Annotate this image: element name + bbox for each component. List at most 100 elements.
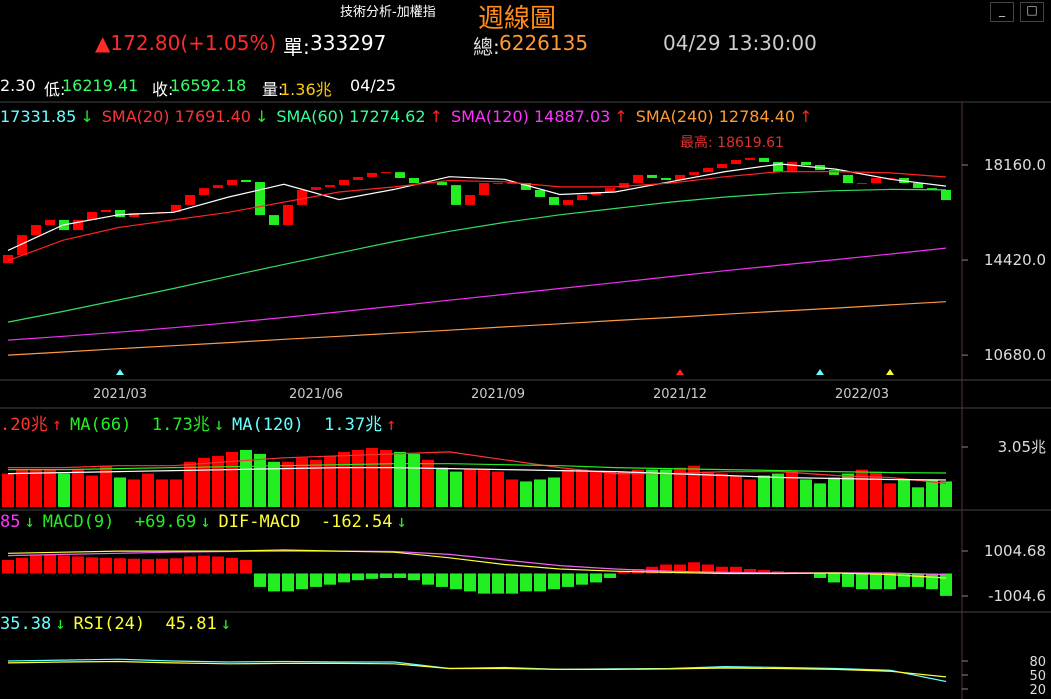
- volume-bar: [912, 487, 924, 507]
- candle: [507, 183, 517, 185]
- volume-bar: [702, 471, 714, 507]
- legend-item: SMA(20) 17691.40 ↓: [102, 107, 269, 126]
- annotation: 最高: 18619.61: [680, 135, 784, 151]
- osc-bar: [506, 573, 518, 594]
- osc-bar: [128, 558, 140, 574]
- osc-bar: [436, 573, 448, 587]
- candle: [535, 189, 545, 198]
- osc-bar: [44, 554, 56, 574]
- volume-bar: [72, 469, 84, 507]
- volume-bar: [100, 465, 112, 507]
- osc-bar: [282, 573, 294, 592]
- candle: [465, 195, 475, 205]
- osc-bar: [590, 573, 602, 583]
- volume-bar: [814, 483, 826, 507]
- volume-bar: [940, 481, 952, 507]
- osc-bar: [618, 571, 630, 574]
- candle: [311, 187, 321, 190]
- y-tick-label: 14420.0: [984, 251, 1046, 269]
- candle: [521, 183, 531, 190]
- signal: [886, 369, 894, 375]
- volume-bar: [212, 455, 224, 507]
- maximize-button[interactable]: □: [1020, 2, 1044, 22]
- volume-bar: [828, 477, 840, 507]
- volume-bar: [632, 469, 644, 507]
- x-tick-label: 2021/09: [471, 387, 525, 402]
- legend-item: MA(66) 1.73兆 ↓: [70, 410, 224, 435]
- volume-bar: [184, 461, 196, 507]
- candle: [563, 200, 573, 205]
- candle: [633, 174, 643, 184]
- date: 04/25: [350, 76, 397, 95]
- legend-item: 85 ↓: [0, 512, 35, 532]
- osc-bar: [716, 566, 728, 574]
- indicator-line: [7, 549, 947, 579]
- osc-bar: [114, 558, 126, 574]
- legend-text: MA(66) 1.73兆: [69, 415, 210, 435]
- legend: .20兆 ↑ MA(66) 1.73兆 ↓ MA(120) 1.37兆 ↑: [0, 410, 396, 435]
- candle: [689, 172, 699, 175]
- volume-bar: [352, 449, 364, 507]
- legend-text: SMA(120) 14887.03: [450, 107, 611, 126]
- candle: [73, 219, 83, 231]
- y-tick-label: 18160.0: [984, 156, 1046, 174]
- volume-value: 1.36兆: [280, 80, 332, 99]
- candle: [927, 188, 937, 190]
- osc-bar: [296, 573, 308, 590]
- candle: [395, 172, 405, 178]
- volume-bar: [128, 479, 140, 507]
- legend-item: DIF-MACD -162.54 ↓: [219, 512, 407, 532]
- candle: [367, 172, 377, 177]
- candle: [479, 183, 489, 196]
- volume-bar: [254, 453, 266, 507]
- osc-bar: [856, 573, 868, 590]
- osc-bar: [198, 555, 210, 574]
- osc-bar: [310, 573, 322, 587]
- volume-bar: [198, 457, 210, 507]
- volume-bar: [408, 453, 420, 507]
- y-tick-label: -1004.6: [988, 587, 1046, 605]
- legend-arrow: ↓: [396, 512, 407, 532]
- osc-bar: [72, 556, 84, 574]
- indicator-line: [7, 660, 947, 678]
- candle: [857, 183, 867, 185]
- candle: [829, 170, 839, 175]
- volume-bar: [450, 471, 462, 507]
- volume-bar: [674, 467, 686, 507]
- volume-bar: [660, 469, 672, 507]
- volume-bar: [142, 473, 154, 507]
- volume-bar: [898, 479, 910, 507]
- candle: [549, 197, 559, 205]
- osc-bar: [940, 573, 952, 596]
- indicator-line: [7, 163, 947, 251]
- signal: [116, 369, 124, 375]
- volume-bar: [884, 483, 896, 507]
- osc-bar: [156, 558, 168, 574]
- volume-bar: [534, 479, 546, 507]
- legend-arrow: ↓: [80, 107, 94, 126]
- osc-bar: [450, 573, 462, 590]
- candle: [339, 180, 349, 186]
- candle: [451, 185, 461, 205]
- volume-bar: [772, 473, 784, 507]
- y-tick-label: 3.05兆: [998, 438, 1046, 456]
- osc-bar: [828, 573, 840, 583]
- volume-bar: [226, 451, 238, 507]
- osc-bar: [394, 573, 406, 578]
- legend-item: MACD(9) +69.69 ↓: [43, 512, 211, 532]
- osc-bar: [744, 569, 756, 574]
- volume-bar: [786, 471, 798, 507]
- volume-bar: [268, 461, 280, 507]
- osc-bar: [16, 557, 28, 574]
- volume-bar: [86, 475, 98, 507]
- osc-bar: [534, 573, 546, 592]
- candle: [45, 219, 55, 225]
- candle: [619, 183, 629, 189]
- osc-bar: [30, 555, 42, 574]
- minimize-button[interactable]: _: [990, 2, 1014, 22]
- candle: [675, 174, 685, 181]
- osc-bar: [58, 555, 70, 574]
- unit-value: 333297: [310, 31, 387, 55]
- osc-bar: [100, 557, 112, 574]
